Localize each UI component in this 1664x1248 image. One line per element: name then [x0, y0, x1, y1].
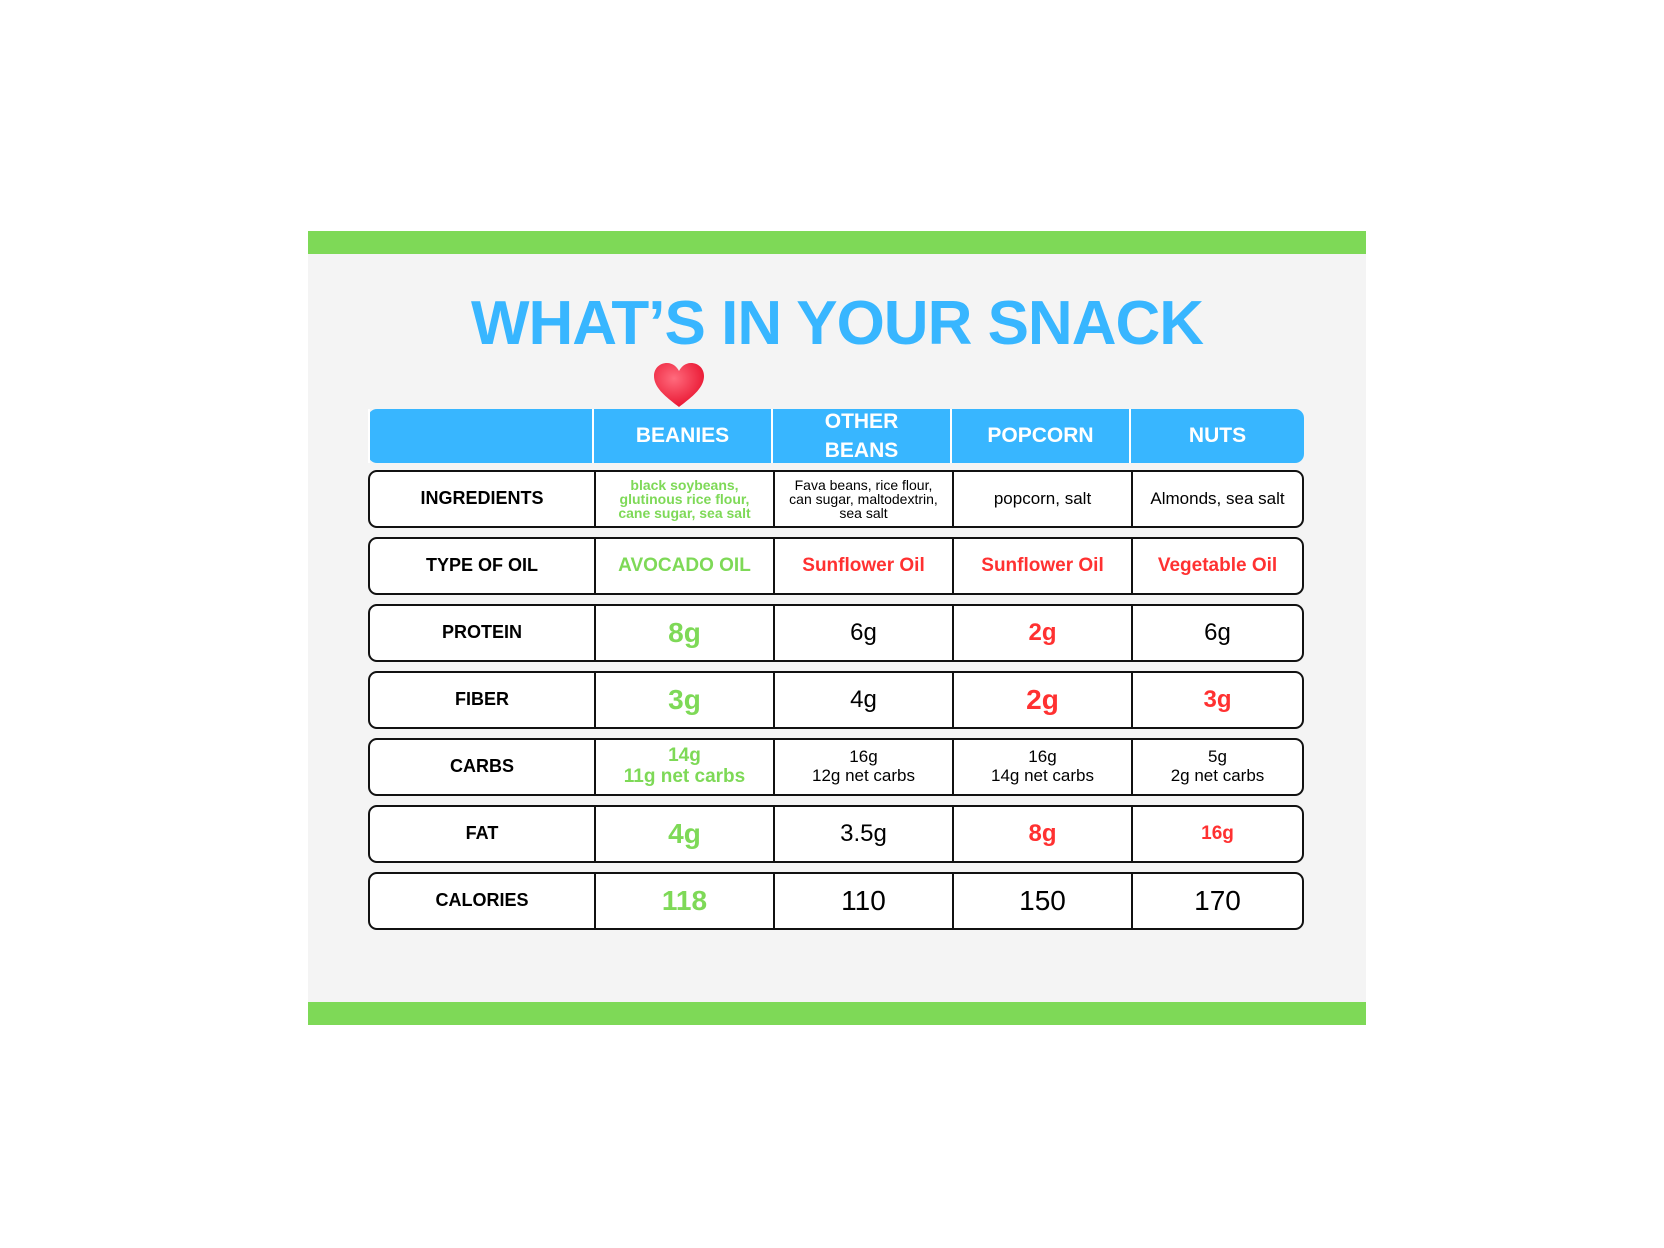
nuts-ingredients: Almonds, sea salt — [1131, 472, 1302, 526]
header-cell-empty — [368, 409, 592, 463]
nuts-protein: 6g — [1131, 606, 1302, 660]
table-row-fat: FAT 4g 3.5g 8g 16g — [368, 805, 1304, 863]
popcorn-fiber: 2g — [952, 673, 1131, 727]
beanies-calories: 118 — [594, 874, 773, 928]
other-beans-carbs: 16g 12g net carbs — [773, 740, 952, 794]
table-header-row: BEANIES OTHER BEANS POPCORN NUTS — [368, 409, 1304, 463]
header-nuts: NUTS — [1129, 409, 1304, 463]
header-beanies: BEANIES — [592, 409, 771, 463]
other-beans-calories: 110 — [773, 874, 952, 928]
popcorn-oil: Sunflower Oil — [952, 539, 1131, 593]
row-label: PROTEIN — [441, 622, 522, 643]
table-row-ingredients: INGREDIENTS black soybeans, glutinous ri… — [368, 470, 1304, 528]
top-green-bar — [308, 231, 1366, 254]
heart-icon — [654, 363, 704, 407]
table-row-protein: PROTEIN 8g 6g 2g 6g — [368, 604, 1304, 662]
popcorn-protein: 2g — [952, 606, 1131, 660]
header-other-beans: OTHER BEANS — [771, 409, 950, 463]
table-row-fiber: FIBER 3g 4g 2g 3g — [368, 671, 1304, 729]
beanies-protein: 8g — [594, 606, 773, 660]
header-popcorn: POPCORN — [950, 409, 1129, 463]
beanies-ingredients: black soybeans, glutinous rice flour, ca… — [594, 472, 773, 526]
row-label: FIBER — [455, 689, 509, 710]
row-label: FAT — [465, 823, 499, 844]
snack-comparison-card: WHAT’S IN YOUR SNACK BEANIES OTHER BEANS… — [308, 231, 1366, 1025]
row-label: CALORIES — [435, 890, 529, 911]
other-beans-fat: 3.5g — [773, 807, 952, 861]
table-row-oil: TYPE OF OIL AVOCADO OIL Sunflower Oil Su… — [368, 537, 1304, 595]
other-beans-fiber: 4g — [773, 673, 952, 727]
row-label: CARBS — [449, 756, 514, 777]
page-title: WHAT’S IN YOUR SNACK — [470, 289, 1204, 358]
nuts-calories: 170 — [1131, 874, 1302, 928]
table-row-calories: CALORIES 118 110 150 170 — [368, 872, 1304, 930]
nuts-fiber: 3g — [1131, 673, 1302, 727]
nuts-carbs: 5g 2g net carbs — [1131, 740, 1302, 794]
nuts-oil: Vegetable Oil — [1131, 539, 1302, 593]
bottom-green-bar — [308, 1002, 1366, 1025]
other-beans-oil: Sunflower Oil — [773, 539, 952, 593]
beanies-oil: AVOCADO OIL — [594, 539, 773, 593]
nuts-fat: 16g — [1131, 807, 1302, 861]
beanies-carbs: 14g 11g net carbs — [594, 740, 773, 794]
table-row-carbs: CARBS 14g 11g net carbs 16g 12g net carb… — [368, 738, 1304, 796]
popcorn-fat: 8g — [952, 807, 1131, 861]
popcorn-carbs: 16g 14g net carbs — [952, 740, 1131, 794]
row-label: INGREDIENTS — [420, 488, 544, 509]
popcorn-ingredients: popcorn, salt — [952, 472, 1131, 526]
beanies-fiber: 3g — [594, 673, 773, 727]
popcorn-calories: 150 — [952, 874, 1131, 928]
row-label: TYPE OF OIL — [425, 555, 538, 576]
beanies-fat: 4g — [594, 807, 773, 861]
other-beans-ingredients: Fava beans, rice flour, can sugar, malto… — [773, 472, 952, 526]
other-beans-protein: 6g — [773, 606, 952, 660]
